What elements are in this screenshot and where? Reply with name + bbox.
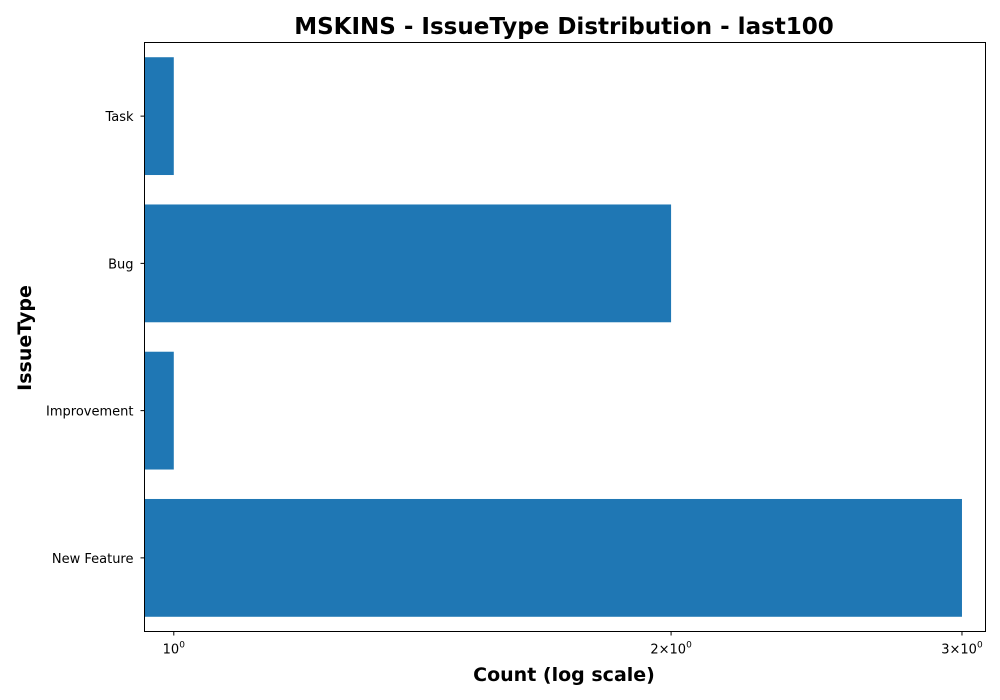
x-tick-label: 2×100 [650,641,692,658]
plot-area [144,57,962,617]
y-tick-label: Improvement [46,405,133,420]
x-tick-label: 3×100 [941,641,983,658]
y-tick-label: Bug [108,257,133,272]
x-axis-label: Count (log scale) [473,664,655,686]
bar-task [144,57,174,176]
chart-title: MSKINS - IssueType Distribution - last10… [294,14,834,40]
y-tick-label: Task [104,110,134,125]
bar-improvement [144,351,174,470]
y-axis-label: IssueType [14,285,36,391]
y-tick-label: New Feature [52,552,134,567]
plot-frame [144,42,986,632]
x-tick-label: 100 [163,641,186,658]
bar-new-feature [144,498,962,617]
bar-bug [144,204,672,323]
